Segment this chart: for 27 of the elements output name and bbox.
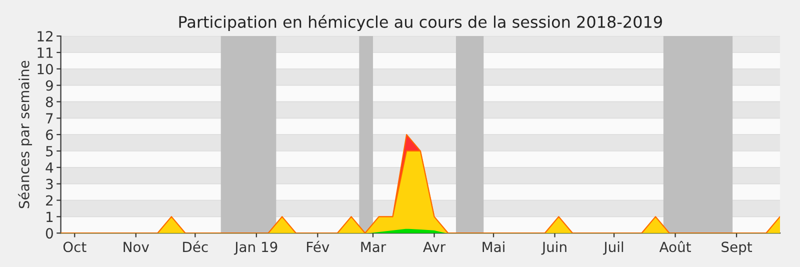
y-tick-label: 8 [46, 96, 53, 108]
x-tick-label: Août [659, 240, 691, 252]
y-tick-label: 5 [46, 146, 53, 156]
x-tick-label: Jan 19 [234, 242, 278, 255]
x-tick-label: Nov [124, 242, 150, 252]
y-tick-label: 11 [38, 48, 53, 58]
x-tick-label: Mai [482, 241, 504, 252]
y-tick-label: 10 [38, 64, 53, 74]
y-tick-label: 7 [46, 113, 53, 124]
y-tick-label: 0 [46, 228, 53, 239]
y-tick-label: 2 [46, 195, 52, 206]
x-tick-label: Juin [541, 241, 566, 255]
chart-title: Participation en hémicycle au cours de la session 2018-2019 [179, 14, 662, 32]
y-tick-label: 9 [46, 80, 53, 91]
x-tick-label: Déc [183, 240, 208, 252]
y-tick-label: 12 [38, 31, 52, 42]
x-tick-label: Mar [361, 242, 386, 252]
y-tick-label: 3 [46, 178, 53, 190]
y-axis-title: Séances par semaine [18, 60, 32, 208]
x-tick-label: Fév [307, 240, 330, 252]
x-tick-label: Juil [603, 241, 624, 255]
y-tick-label: 6 [46, 130, 53, 140]
x-tick-label: Avr [423, 242, 446, 252]
y-tick-label: 4 [46, 162, 54, 173]
x-tick-label: Oct [63, 242, 86, 252]
x-tick-label: Sept [722, 242, 752, 255]
y-tick-label: 1 [46, 212, 53, 222]
